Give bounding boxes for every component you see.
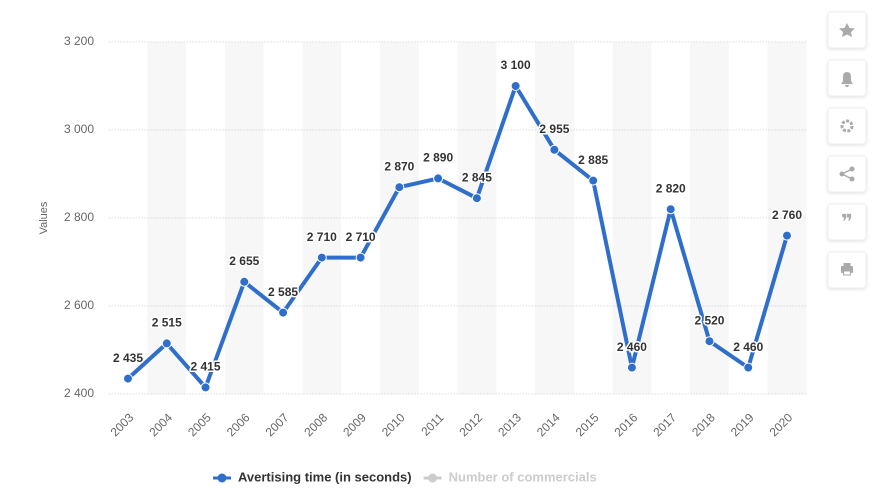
data-point [316,252,327,263]
data-point [278,307,289,318]
legend-label[interactable]: Number of commercials [449,469,597,484]
data-point [200,382,211,393]
y-tick-label: 2 600 [64,298,94,312]
x-tick-label: 2014 [534,410,563,439]
bell-icon [841,72,853,87]
x-tick-label: 2005 [185,410,214,439]
data-label: 2 760 [772,208,802,222]
x-tick-label: 2017 [650,410,679,439]
data-point [471,193,482,204]
series-line [126,84,789,390]
column-band [379,42,419,394]
data-point [510,81,521,91]
x-tick-label: 2013 [495,410,524,439]
data-label: 2 870 [384,159,414,173]
data-point [549,144,560,155]
x-tick-label: 2003 [108,410,137,439]
data-label: 2 890 [423,151,453,165]
y-tick-label: 3 200 [64,34,94,48]
data-point [394,182,405,193]
data-label: 2 460 [733,340,763,354]
data-point [743,362,754,373]
y-tick-label: 2 400 [64,386,94,400]
x-tick-label: 2015 [573,410,602,439]
legend-marker [428,473,438,483]
data-label: 2 460 [617,340,647,354]
data-label: 3 100 [501,58,531,72]
y-tick-label: 3 000 [64,122,94,136]
gear-icon [840,119,854,133]
data-label: 2 885 [578,153,608,167]
share-icon [839,166,855,182]
data-point [161,338,172,349]
quote-icon: ❞ [841,211,853,233]
data-point [123,373,133,384]
data-label: 2 585 [268,285,298,299]
data-label: 2 655 [229,254,259,268]
data-label: 2 515 [152,316,182,330]
settings-button[interactable] [827,107,867,145]
y-axis-label: Values [38,201,50,234]
x-tick-label: 2011 [418,410,446,438]
x-tick-label: 2007 [263,410,292,439]
x-tick-label: 2020 [767,410,796,439]
print-icon [841,263,853,276]
x-tick-label: 2004 [146,410,175,439]
data-point [239,276,250,287]
data-label: 2 955 [539,122,569,136]
y-tick-label: 2 800 [64,210,94,224]
toolbar-icons: ❞ [839,23,855,276]
data-point [704,336,715,347]
data-point [782,230,792,241]
star-icon [839,23,855,37]
x-tick-label: 2019 [728,410,757,439]
data-label: 2 435 [113,351,143,365]
data-point [588,175,599,186]
x-tick-label: 2006 [224,410,253,439]
data-label: 2 710 [307,230,337,244]
share-button[interactable] [827,155,867,193]
x-tick-label: 2009 [340,410,369,439]
data-point [355,252,366,263]
data-label: 2 820 [656,181,686,195]
toolbar [827,11,867,289]
data-point [433,173,444,184]
x-tick-label: 2018 [689,410,718,439]
data-label: 2 520 [694,313,724,327]
data-point [626,362,637,373]
data-point [665,204,676,215]
data-label: 2 710 [346,230,376,244]
legend-marker [217,473,227,483]
x-tick-label: 2016 [612,410,641,439]
x-tick-label: 2012 [456,410,485,439]
x-tick-label: 2010 [379,410,408,439]
data-label: 2 415 [191,360,221,374]
cite-button[interactable] [827,203,867,241]
x-tick-label: 2008 [301,410,330,439]
legend-label[interactable]: Avertising time (in seconds) [238,469,412,484]
data-label: 2 845 [462,170,492,184]
